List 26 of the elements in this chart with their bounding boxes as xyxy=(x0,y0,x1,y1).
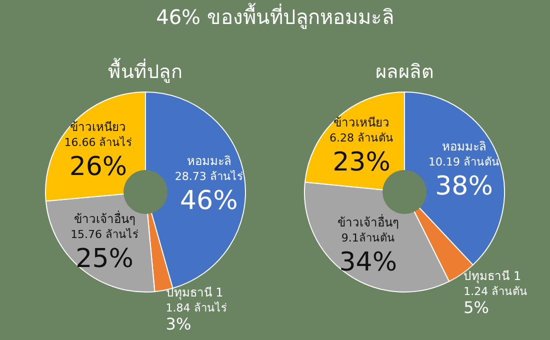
category: หอมมะลิ xyxy=(186,154,231,168)
category: ปทุมธานี 1 xyxy=(464,269,522,284)
title: 46% ของพื้นที่ปลูกหอมมะลิ xyxy=(156,5,394,29)
value-label: 15.76 ล้านไร่ xyxy=(70,228,139,242)
value-label: 46% xyxy=(180,186,238,216)
value-label: 10.19 ล้านตัน xyxy=(428,155,500,168)
value-label: 6.28 ล้านตัน xyxy=(330,132,394,145)
value-label: 28.73 ล้านไร่ xyxy=(174,170,243,184)
subtitle: ผลผลิต xyxy=(376,61,434,83)
value-label: 9.1ล้านตัน xyxy=(341,232,395,245)
category: ข้าวเจ้าอื่นๆ xyxy=(74,212,136,226)
value-label: 3% xyxy=(166,314,192,334)
value-label: 38% xyxy=(435,171,493,202)
category: ข้าวเหนียว xyxy=(334,116,390,130)
value-label: 26% xyxy=(69,152,128,182)
category: ปทุมธานี 1 xyxy=(166,285,224,300)
category: ข้าวเจ้าอื่นๆ xyxy=(338,216,399,230)
value-label: 5% xyxy=(464,298,490,318)
value-label: 1.84 ล้านไร่ xyxy=(166,301,227,314)
value-label: 16.66 ล้านไร่ xyxy=(64,136,132,149)
value-label: 1.24 ล้านตัน xyxy=(464,285,528,298)
value-label: 34% xyxy=(339,248,398,278)
category: ข้าวเหนียว xyxy=(70,120,126,134)
value-label: 23% xyxy=(332,148,390,178)
category: หอมมะลิ xyxy=(442,139,486,154)
value-label: 25% xyxy=(76,244,134,274)
